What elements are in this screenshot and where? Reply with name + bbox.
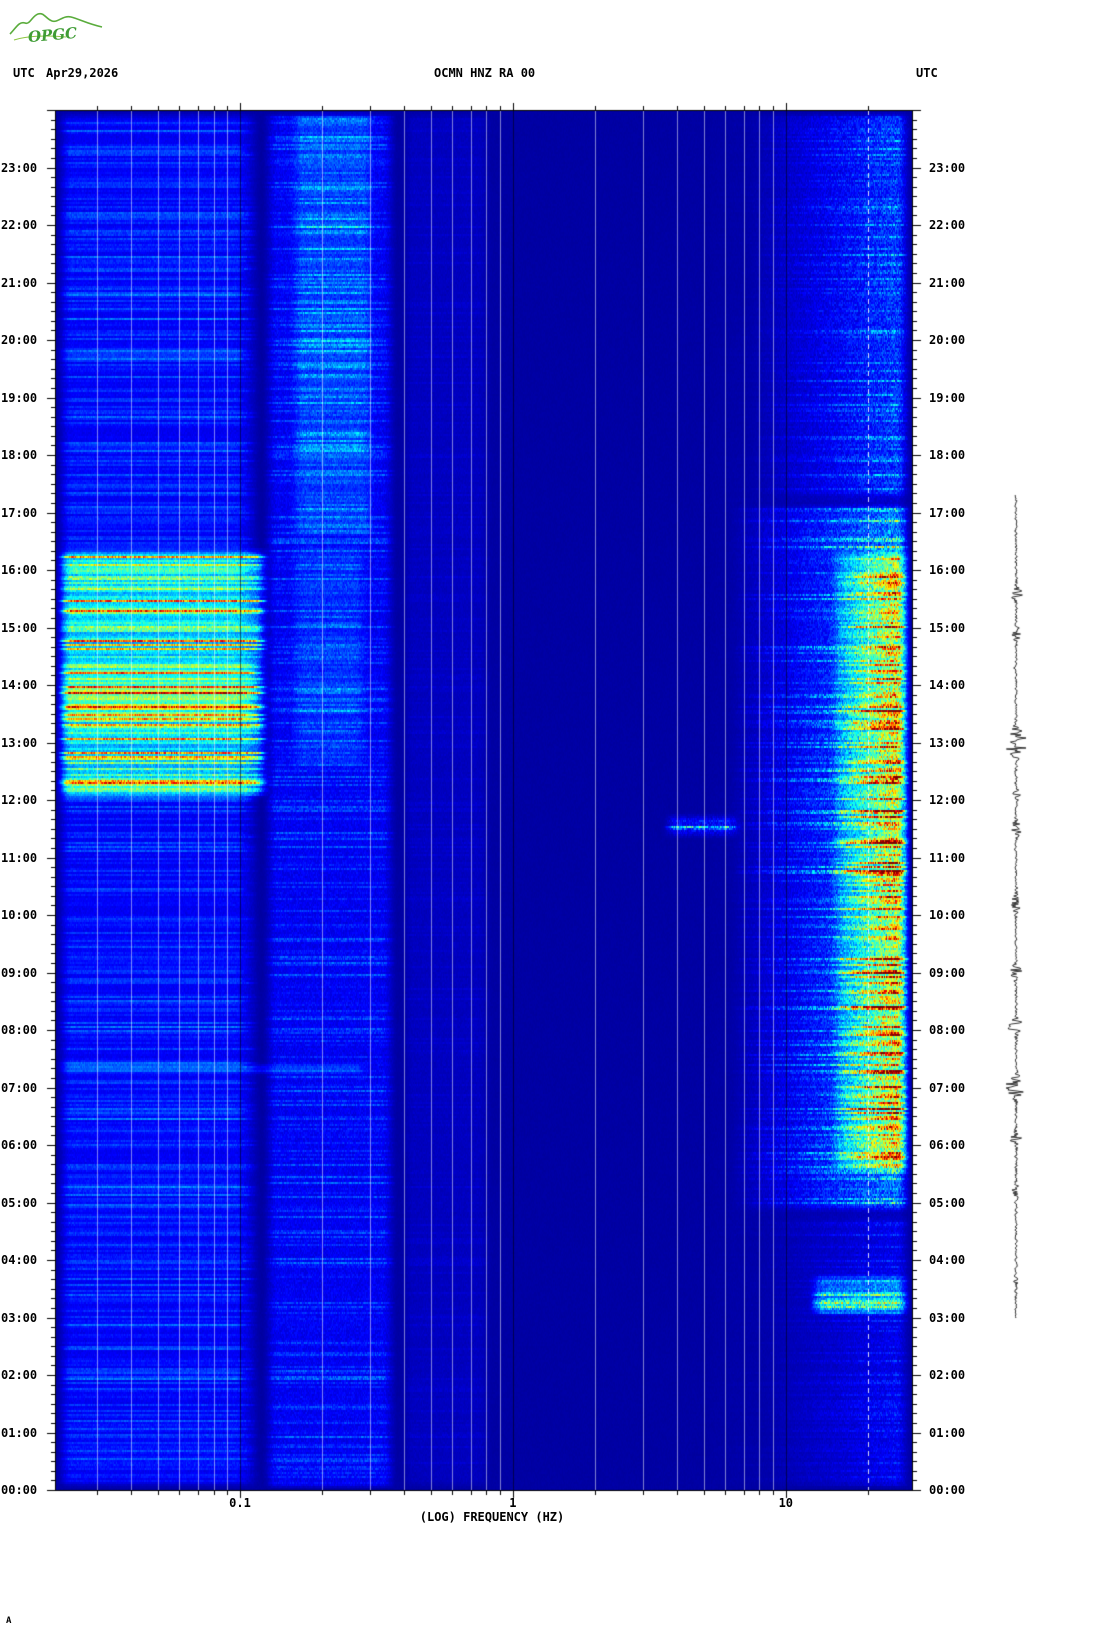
- time-label-right: 22:00: [929, 218, 966, 232]
- frequency-tick-label: 1: [509, 1496, 517, 1510]
- plot-title: OCMN HNZ RA 00: [434, 66, 536, 80]
- time-label-right: 20:00: [929, 333, 966, 347]
- time-label-right: 00:00: [929, 1483, 966, 1497]
- time-label-left: 05:00: [1, 1195, 38, 1210]
- time-label-right: 11:00: [929, 850, 966, 865]
- time-label-left: 08:00: [1, 1023, 38, 1037]
- time-label-left: 17:00: [1, 505, 38, 520]
- date-label: Apr29,2026: [46, 66, 119, 80]
- time-label-right: 06:00: [929, 1138, 966, 1152]
- time-label-right: 07:00: [929, 1080, 966, 1095]
- utc-label-right: UTC: [916, 66, 938, 80]
- time-label-right: 19:00: [929, 390, 966, 405]
- time-label-left: 21:00: [1, 275, 38, 290]
- time-label-left: 12:00: [1, 793, 38, 807]
- time-label-left: 14:00: [1, 678, 38, 692]
- time-label-left: 13:00: [1, 735, 38, 750]
- time-label-right: 08:00: [929, 1023, 966, 1037]
- time-label-right: 17:00: [929, 505, 966, 520]
- time-label-right: 14:00: [929, 678, 966, 692]
- time-label-left: 00:00: [1, 1483, 38, 1497]
- time-label-left: 18:00: [1, 448, 38, 462]
- time-label-right: 10:00: [929, 908, 966, 922]
- time-label-right: 23:00: [929, 160, 966, 175]
- time-label-right: 13:00: [929, 735, 966, 750]
- frequency-tick-label: 10: [778, 1496, 794, 1510]
- time-label-right: 21:00: [929, 275, 966, 290]
- time-label-right: 18:00: [929, 448, 966, 462]
- time-label-left: 03:00: [1, 1310, 38, 1325]
- opgc-logo: OPGC: [6, 2, 116, 58]
- time-label-left: 20:00: [1, 333, 38, 347]
- corner-mark: A: [6, 1616, 12, 1626]
- time-label-right: 01:00: [929, 1425, 966, 1440]
- spectrogram-canvas: [40, 100, 940, 1512]
- time-label-left: 19:00: [1, 390, 38, 405]
- time-label-left: 16:00: [1, 563, 38, 577]
- time-label-right: 09:00: [929, 965, 966, 980]
- time-label-right: 05:00: [929, 1195, 966, 1210]
- time-label-left: 04:00: [1, 1253, 38, 1267]
- time-label-left: 22:00: [1, 218, 38, 232]
- x-axis-title: (LOG) FREQUENCY (HZ): [419, 1510, 565, 1524]
- time-label-left: 07:00: [1, 1080, 38, 1095]
- logo-mountain-icon: [9, 12, 103, 41]
- time-label-left: 02:00: [1, 1368, 38, 1382]
- time-label-right: 15:00: [929, 620, 966, 635]
- time-label-right: 02:00: [929, 1368, 966, 1382]
- time-label-right: 16:00: [929, 563, 966, 577]
- time-label-right: 04:00: [929, 1253, 966, 1267]
- time-label-left: 15:00: [1, 620, 38, 635]
- time-label-left: 09:00: [1, 965, 38, 980]
- time-label-left: 23:00: [1, 160, 38, 175]
- time-label-right: 03:00: [929, 1310, 966, 1325]
- seismogram-trace-canvas: [984, 478, 1054, 1340]
- time-label-left: 11:00: [1, 850, 38, 865]
- frequency-tick-label: 0.1: [229, 1496, 251, 1510]
- time-label-left: 06:00: [1, 1138, 38, 1152]
- time-label-right: 12:00: [929, 793, 966, 807]
- time-label-left: 01:00: [1, 1425, 38, 1440]
- utc-label-left: UTC: [13, 66, 35, 80]
- time-label-left: 10:00: [1, 908, 38, 922]
